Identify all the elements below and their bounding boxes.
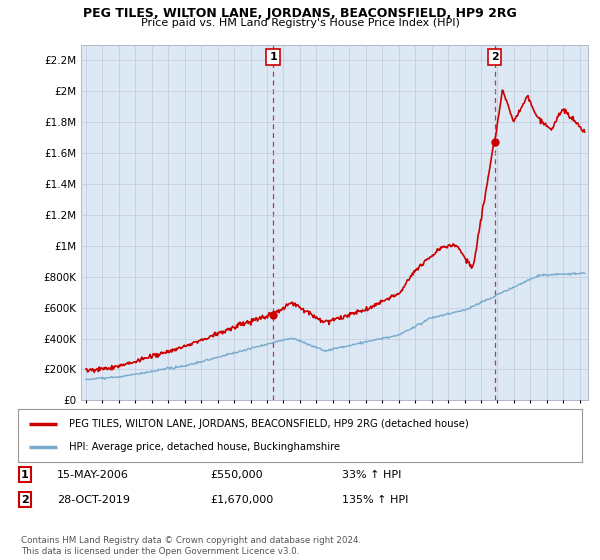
Text: £1,670,000: £1,670,000 (210, 494, 273, 505)
Text: £550,000: £550,000 (210, 470, 263, 480)
Text: PEG TILES, WILTON LANE, JORDANS, BEACONSFIELD, HP9 2RG: PEG TILES, WILTON LANE, JORDANS, BEACONS… (83, 7, 517, 20)
Text: 15-MAY-2006: 15-MAY-2006 (57, 470, 129, 480)
Text: HPI: Average price, detached house, Buckinghamshire: HPI: Average price, detached house, Buck… (69, 442, 340, 452)
Text: 33% ↑ HPI: 33% ↑ HPI (342, 470, 401, 480)
Text: Price paid vs. HM Land Registry's House Price Index (HPI): Price paid vs. HM Land Registry's House … (140, 18, 460, 28)
Text: PEG TILES, WILTON LANE, JORDANS, BEACONSFIELD, HP9 2RG (detached house): PEG TILES, WILTON LANE, JORDANS, BEACONS… (69, 419, 469, 429)
Text: 2: 2 (21, 494, 29, 505)
Text: 135% ↑ HPI: 135% ↑ HPI (342, 494, 409, 505)
Text: Contains HM Land Registry data © Crown copyright and database right 2024.
This d: Contains HM Land Registry data © Crown c… (21, 536, 361, 556)
Text: 1: 1 (269, 52, 277, 62)
Text: 28-OCT-2019: 28-OCT-2019 (57, 494, 130, 505)
Text: 2: 2 (491, 52, 499, 62)
Text: 1: 1 (21, 470, 29, 480)
